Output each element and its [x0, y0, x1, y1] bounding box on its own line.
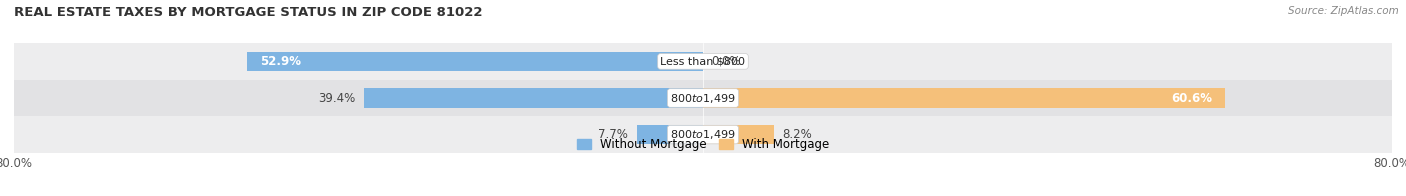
Legend: Without Mortgage, With Mortgage: Without Mortgage, With Mortgage	[572, 133, 834, 156]
Bar	[14, 80, 1392, 116]
Bar	[637, 125, 703, 144]
Text: $800 to $1,499: $800 to $1,499	[671, 128, 735, 141]
Bar	[14, 116, 1392, 153]
Text: 39.4%: 39.4%	[318, 92, 356, 104]
Text: Less than $800: Less than $800	[661, 56, 745, 66]
Bar	[14, 43, 1392, 80]
Text: $800 to $1,499: $800 to $1,499	[671, 92, 735, 104]
Text: 60.6%: 60.6%	[1171, 92, 1212, 104]
Text: 8.2%: 8.2%	[782, 128, 813, 141]
Text: REAL ESTATE TAXES BY MORTGAGE STATUS IN ZIP CODE 81022: REAL ESTATE TAXES BY MORTGAGE STATUS IN …	[14, 6, 482, 19]
Bar	[364, 88, 703, 108]
Text: 52.9%: 52.9%	[260, 55, 301, 68]
Text: Source: ZipAtlas.com: Source: ZipAtlas.com	[1288, 6, 1399, 16]
Bar	[703, 125, 773, 144]
Text: 7.7%: 7.7%	[598, 128, 628, 141]
Bar	[247, 52, 703, 71]
Bar	[703, 88, 1225, 108]
Text: 0.0%: 0.0%	[711, 55, 741, 68]
